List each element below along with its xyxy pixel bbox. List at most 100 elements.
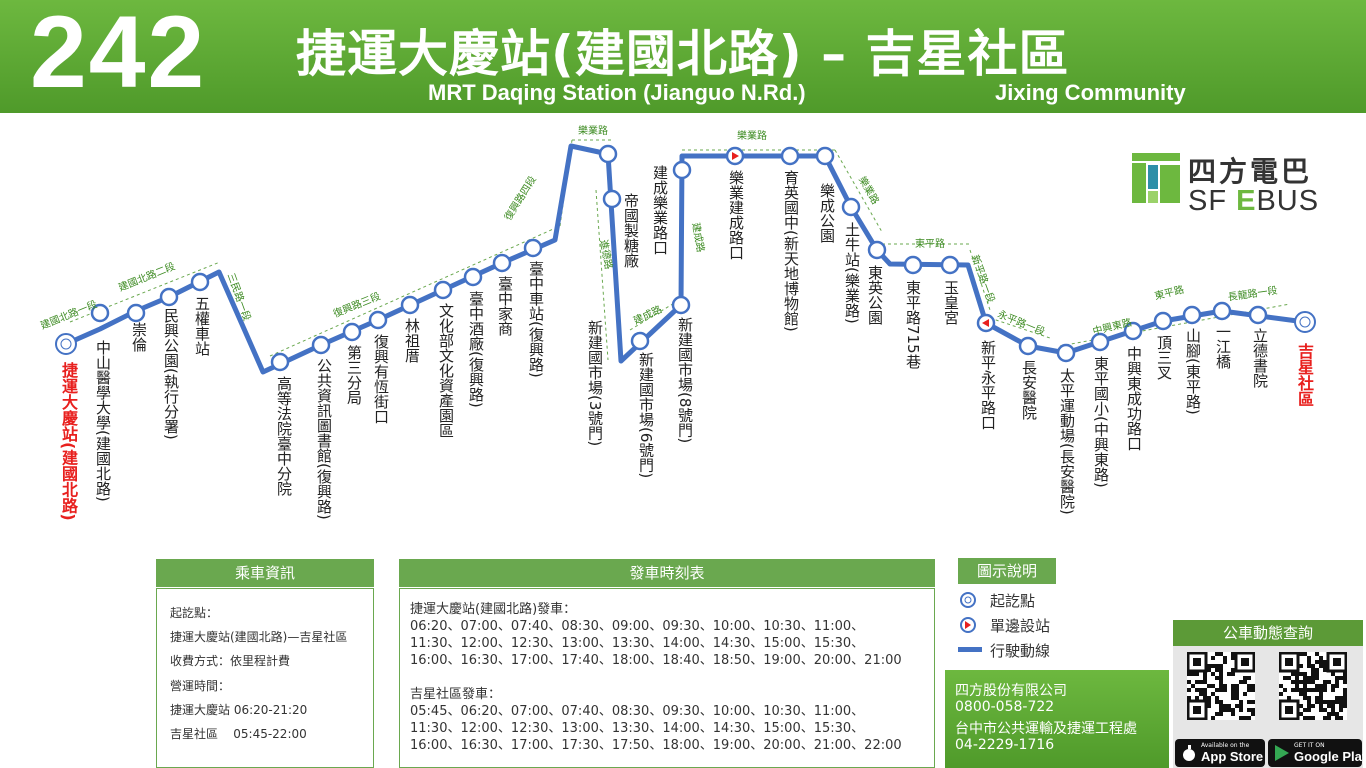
brand-name-zh: 四方電巴 [1188,155,1313,188]
stop-marker-icon [159,287,179,307]
stop-marker-icon [1212,301,1232,321]
agency-name: 台中市公共運輸及捷運工程處 [955,721,1137,737]
road-label: 東平路 [1153,283,1185,303]
app-store-button[interactable]: Available on the App Store [1175,739,1265,767]
agency-phone: 04-2229-1716 [955,737,1055,753]
stop-label: 高等法院臺中分院 [275,376,293,496]
info-line: 收費方式：依里程計費 [170,654,291,668]
stop-marker-icon [1090,332,1110,352]
stop-label: 東平路715巷 [904,280,922,369]
schedule-outbound-title: 捷運大慶站(建國北路)發車： [410,602,577,617]
google-play-button[interactable]: GET IT ON Google Play [1268,739,1366,767]
info-line: 起訖點： [170,606,219,620]
stop-marker-icon [400,295,420,315]
info-box [156,588,374,768]
legend-route: 行駛動線 [990,642,1051,660]
stop-label: 新建國市場(3號門) [586,320,604,447]
terminal-stop-icon [55,333,77,355]
stop-label: 新平永平路口 [979,340,997,430]
stop-label: 第三分局 [345,345,363,405]
stop-label: 樂業建成路口 [727,170,745,260]
stop-label: 東英公園 [866,265,884,325]
stop-label: 山腳(東平路) [1184,328,1202,415]
stop-marker-icon [492,253,512,273]
schedule-inbound-times: 05:45、06:20、07:00、07:40、08:30、09:30、10:0… [410,704,902,753]
stop-label: 公共資訊圖書館(復興路) [315,358,333,520]
road-label: 長龍路一段 [1227,284,1278,304]
qr-code-icon[interactable] [1279,652,1347,720]
stop-label: 中興東成功路口 [1125,346,1143,451]
schedule-outbound-times: 06:20、07:00、07:40、08:30、09:00、09:30、10:0… [410,619,902,668]
play-icon [1275,745,1289,761]
stop-label: 新建國市場(6號門) [637,352,655,479]
qr-code-icon[interactable] [1187,652,1255,720]
stop-label: 帝國製糖廠 [622,193,640,268]
stop-label: 一江橋 [1214,324,1232,369]
stop-marker-icon [270,352,290,372]
stop-marker-icon [815,146,835,166]
stop-marker-icon [1056,343,1076,363]
terminal-symbol-icon [960,592,976,608]
sf-ebus-logo [1132,153,1180,207]
info-line: 捷運大慶站 06:20-21:20 [170,703,308,717]
stop-label: 崇倫 [130,322,148,352]
road-label: 建國北路一段 [38,297,99,332]
logo-mark-icon [1132,153,1180,203]
stop-marker-icon [630,331,650,351]
stop-label: 臺中酒廠(復興路) [467,291,485,408]
stop-marker-icon [342,322,362,342]
one-way-stop-icon [960,617,976,633]
info-line: 吉星社區 05:45-22:00 [170,727,307,741]
company-box: 四方股份有限公司 0800-058-722 台中市公共運輸及捷運工程處 04-2… [945,670,1169,768]
stop-label: 土牛站(樂業路) [843,222,861,324]
road-label: 復興路四段 [501,173,539,222]
stop-marker-icon [672,160,692,180]
legend-terminal: 起訖點 [990,592,1036,610]
stop-marker-icon [1153,311,1173,331]
stop-label: 太平運動場(長安醫院) [1058,368,1076,515]
stop-marker-icon [598,144,618,164]
apple-icon [1183,745,1195,761]
road-guide-line [834,149,883,233]
info-title: 乘車資訊 [156,559,374,587]
road-label: 建成路 [689,221,707,253]
stop-label: 復興有恆街口 [372,334,390,424]
road-label: 樂業路 [856,174,882,206]
stop-label: 民興公園(執行分署) [162,308,180,440]
route-title-zh: 捷運大慶站(建國北路) – 吉星社區 [296,25,1070,83]
stop-label: 五權車站 [193,296,211,356]
stop-label: 玉皇宮 [942,280,960,325]
road-label: 東平路 [915,237,945,250]
company-name: 四方股份有限公司 [955,683,1067,699]
stop-label: 育英國中(新天地博物館) [782,170,800,332]
road-guide-line [595,189,609,361]
stop-marker-icon [780,146,800,166]
stop-marker-icon [976,313,996,333]
stop-label: 捷運大慶站(建國北路) [59,362,78,521]
stop-marker-icon [311,335,331,355]
schedule-box [399,588,935,768]
stop-marker-icon [671,295,691,315]
road-label: 樂業路 [578,124,608,137]
schedule-inbound-title: 吉星社區發車： [410,687,502,702]
road-guide-line [989,317,1051,339]
road-guide-line [269,225,561,357]
stop-label: 林祖厝 [403,318,421,363]
stop-marker-icon [463,267,483,287]
route-title-en-to: Jixing Community [995,80,1186,105]
stop-label: 立德書院 [1251,328,1269,388]
stop-label: 臺中車站(復興路) [527,261,545,378]
stop-label: 吉星社區 [1295,343,1314,407]
stop-label: 頂三叉 [1155,335,1173,380]
stop-marker-icon [903,255,923,275]
legend-one-way: 單邊設站 [990,617,1051,635]
stop-label: 長安醫院 [1020,360,1038,420]
stop-label: 中山醫學大學(建國北路) [94,340,112,502]
legend-symbols [958,592,982,652]
stop-marker-icon [126,303,146,323]
stop-marker-icon [725,146,745,166]
stop-marker-icon [1123,321,1143,341]
road-label: 樂業路 [737,129,767,142]
stop-label: 東平國小(中興東路) [1092,356,1110,488]
